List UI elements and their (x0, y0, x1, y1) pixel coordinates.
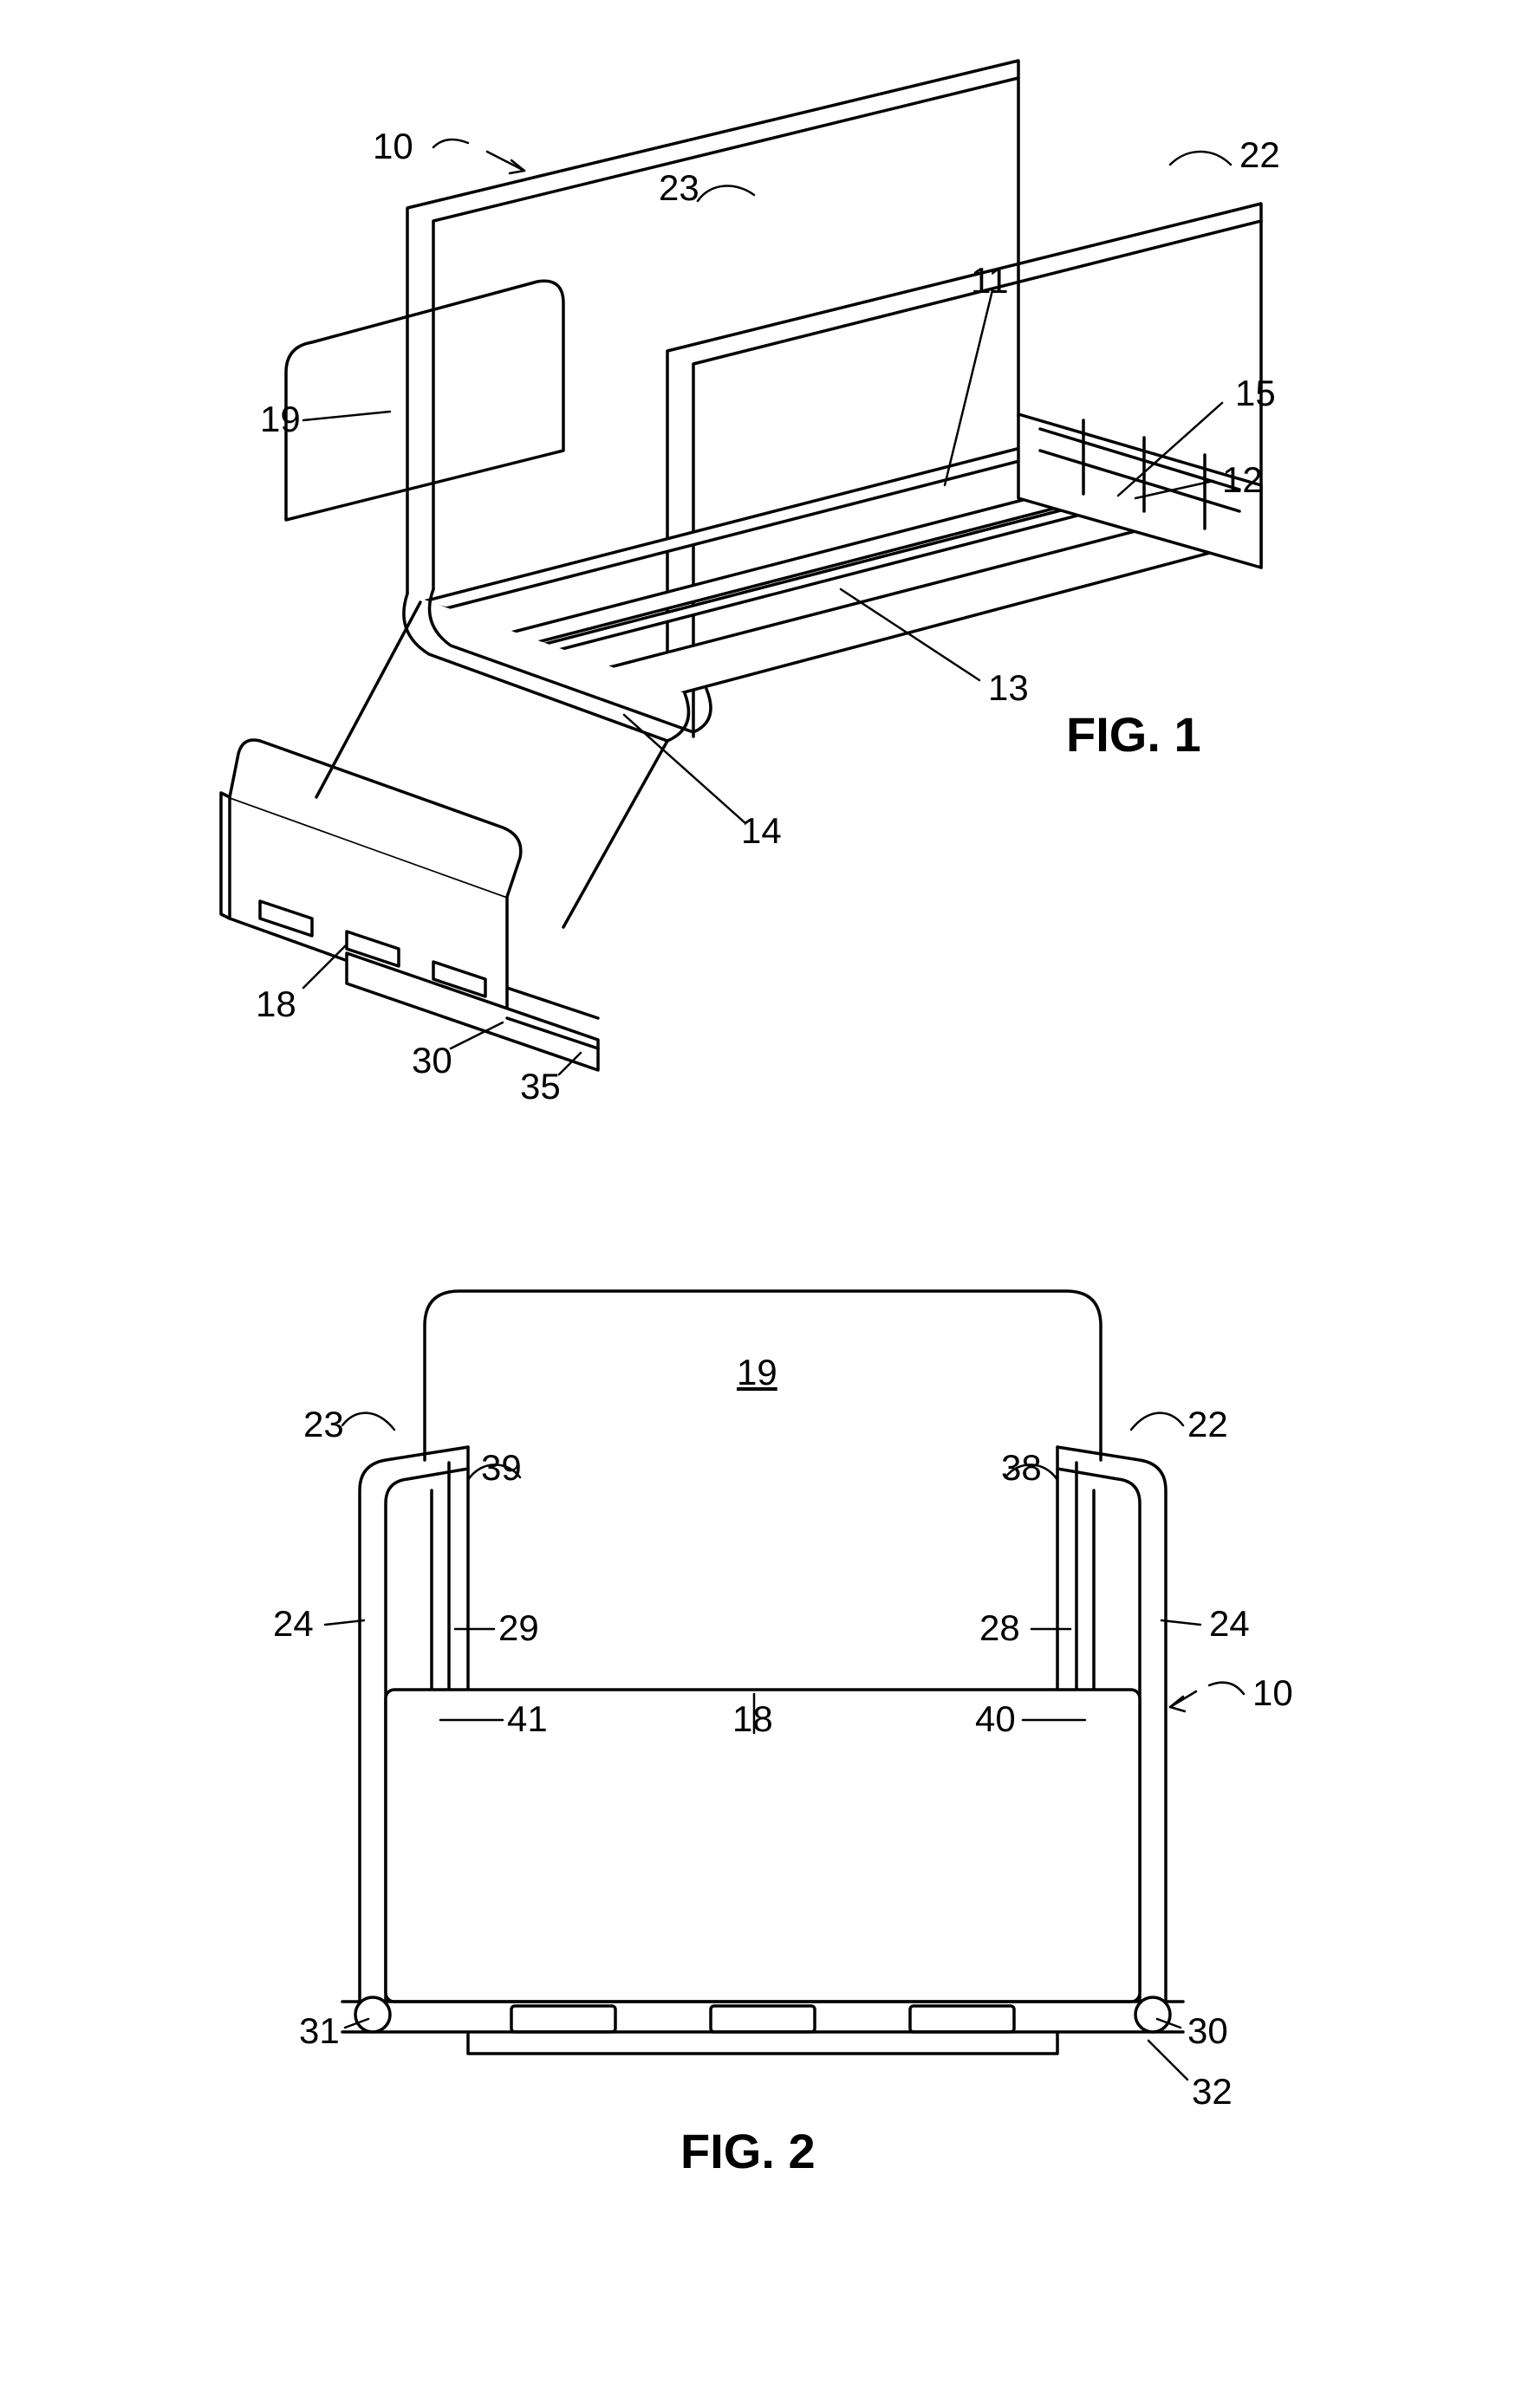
ref-18: 18 (256, 983, 296, 1025)
ref-30-f2: 30 (1187, 2010, 1228, 2052)
ref-11: 11 (971, 260, 1009, 302)
ref-10-f2: 10 (1252, 1672, 1293, 1714)
ref-28: 28 (979, 1607, 1020, 1649)
ref-29: 29 (498, 1607, 539, 1649)
ref-22-f2: 22 (1187, 1404, 1228, 1445)
ref-24-left: 24 (273, 1603, 314, 1645)
ref-10: 10 (373, 126, 413, 167)
ref-23-f2: 23 (303, 1404, 344, 1445)
ref-19-f2: 19 (737, 1352, 777, 1393)
figure-2-group (325, 1291, 1244, 2080)
ref-31: 31 (299, 2010, 340, 2052)
fig1-title: FIG. 1 (1066, 706, 1201, 763)
ref-12: 12 (1222, 459, 1263, 501)
ref-39: 39 (481, 1447, 522, 1489)
patent-drawings-svg (0, 0, 1535, 2408)
ref-15: 15 (1235, 373, 1276, 414)
ref-35: 35 (520, 1066, 561, 1107)
ref-18-f2: 18 (732, 1698, 773, 1740)
figure-1-group (221, 61, 1261, 1074)
ref-24-right: 24 (1209, 1603, 1250, 1645)
ref-23: 23 (659, 167, 699, 209)
ref-19: 19 (260, 399, 301, 440)
ref-40: 40 (975, 1698, 1016, 1740)
ref-22: 22 (1239, 134, 1280, 176)
ref-14: 14 (741, 810, 782, 852)
fig2-title: FIG. 2 (680, 2123, 816, 2179)
ref-32: 32 (1192, 2071, 1233, 2113)
ref-41: 41 (507, 1698, 548, 1740)
ref-30: 30 (412, 1040, 452, 1081)
ref-38: 38 (1001, 1447, 1042, 1489)
patent-figure-page: 10 23 22 11 15 12 13 14 19 18 30 35 FIG.… (0, 0, 1535, 2408)
ref-13: 13 (988, 667, 1029, 709)
